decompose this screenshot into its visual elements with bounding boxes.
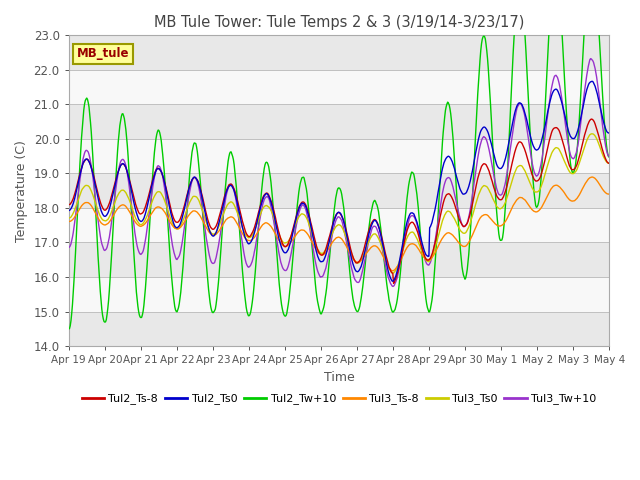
- Text: MB_tule: MB_tule: [77, 47, 129, 60]
- Bar: [68, 208, 609, 242]
- Bar: [68, 277, 609, 312]
- Bar: [68, 312, 609, 346]
- Y-axis label: Temperature (C): Temperature (C): [15, 140, 28, 241]
- X-axis label: Time: Time: [324, 371, 355, 384]
- Bar: [68, 173, 609, 208]
- Bar: [68, 104, 609, 139]
- Title: MB Tule Tower: Tule Temps 2 & 3 (3/19/14-3/23/17): MB Tule Tower: Tule Temps 2 & 3 (3/19/14…: [154, 15, 524, 30]
- Bar: [68, 139, 609, 173]
- Bar: [68, 36, 609, 70]
- Legend: Tul2_Ts-8, Tul2_Ts0, Tul2_Tw+10, Tul3_Ts-8, Tul3_Ts0, Tul3_Tw+10: Tul2_Ts-8, Tul2_Ts0, Tul2_Tw+10, Tul3_Ts…: [77, 389, 601, 409]
- Bar: [68, 242, 609, 277]
- Bar: [68, 70, 609, 104]
